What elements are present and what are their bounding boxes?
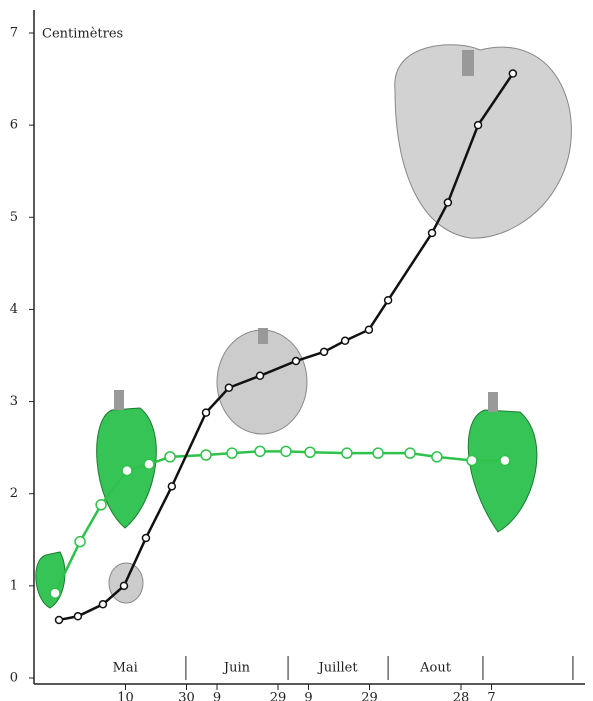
point bbox=[201, 450, 211, 460]
point bbox=[74, 613, 81, 620]
point bbox=[96, 500, 106, 510]
point bbox=[467, 456, 477, 466]
x-tick-label: 28 bbox=[453, 691, 470, 701]
y-tick-label: 5 bbox=[10, 210, 18, 225]
y-axis-label: Centimètres bbox=[42, 27, 123, 42]
y-tick-label: 6 bbox=[10, 118, 18, 133]
point bbox=[429, 229, 436, 236]
point bbox=[432, 452, 442, 462]
x-tick-label: 10 bbox=[117, 691, 134, 701]
point bbox=[50, 588, 60, 598]
point bbox=[373, 448, 383, 458]
x-tick-label: 7 bbox=[487, 691, 495, 701]
point bbox=[203, 409, 210, 416]
y-tick-label: 3 bbox=[10, 394, 18, 409]
point bbox=[99, 601, 106, 608]
chart: Centimètres 0 1 2 3 4 5 6 7 10 30 9 29 9 29 28 7 Mai Juin… bbox=[0, 0, 593, 701]
x-tick-label: 9 bbox=[213, 691, 221, 701]
point bbox=[56, 616, 63, 623]
x-tick-label: 9 bbox=[304, 691, 312, 701]
point bbox=[385, 297, 392, 304]
point bbox=[165, 452, 175, 462]
point bbox=[120, 582, 127, 589]
point bbox=[342, 337, 349, 344]
point bbox=[227, 448, 237, 458]
point bbox=[475, 122, 482, 129]
x-tick-label: 29 bbox=[361, 691, 378, 701]
point bbox=[281, 446, 291, 456]
point bbox=[122, 466, 132, 476]
month-label: Juillet bbox=[317, 661, 359, 676]
point bbox=[342, 448, 352, 458]
y-tick-label: 2 bbox=[10, 486, 18, 501]
fruit-illustrations bbox=[36, 45, 572, 608]
point bbox=[75, 537, 85, 547]
x-tick-label: 29 bbox=[270, 691, 287, 701]
point bbox=[225, 384, 232, 391]
point bbox=[257, 372, 264, 379]
point bbox=[321, 348, 328, 355]
point bbox=[292, 358, 299, 365]
point bbox=[365, 326, 372, 333]
point bbox=[500, 456, 510, 466]
y-tick-label: 4 bbox=[10, 302, 18, 317]
x-tick-label: 30 bbox=[178, 691, 195, 701]
y-tick-label: 0 bbox=[10, 671, 18, 686]
point bbox=[444, 199, 451, 206]
month-label: Juin bbox=[222, 661, 251, 676]
point bbox=[168, 483, 175, 490]
point bbox=[509, 70, 516, 77]
y-tick-label: 1 bbox=[10, 578, 18, 593]
point bbox=[405, 448, 415, 458]
point bbox=[255, 446, 265, 456]
month-label: Aout bbox=[419, 661, 452, 676]
y-tick-label: 7 bbox=[10, 26, 18, 41]
point bbox=[305, 447, 315, 457]
month-label: Mai bbox=[113, 661, 138, 676]
point bbox=[144, 459, 154, 469]
point bbox=[142, 534, 149, 541]
